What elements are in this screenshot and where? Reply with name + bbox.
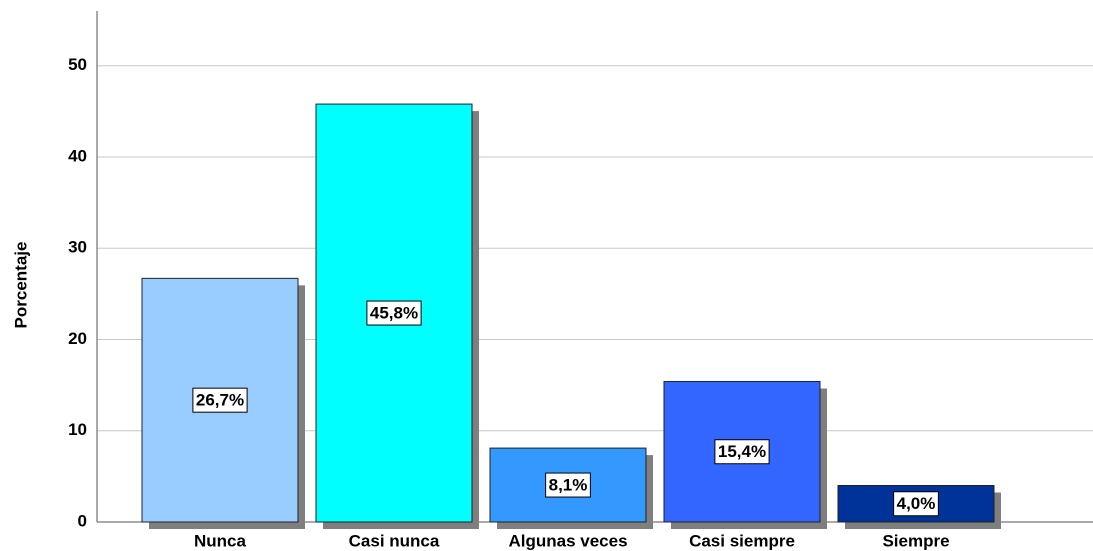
value-label: 15,4% <box>718 442 766 461</box>
x-tick-label: Casi nunca <box>349 531 440 550</box>
value-label-group: 15,4% <box>714 439 770 465</box>
y-axis-label: Porcentaje <box>11 242 30 329</box>
y-tick-label: 50 <box>68 55 87 74</box>
x-tick-label: Siempre <box>882 531 949 550</box>
value-label-box <box>545 472 591 498</box>
y-tick-label: 10 <box>68 420 87 439</box>
value-label-box <box>366 300 422 326</box>
x-tick-label: Nunca <box>194 531 247 550</box>
value-label-group: 26,7% <box>192 387 248 413</box>
y-tick-label: 40 <box>68 146 87 165</box>
x-tick-label: Casi siempre <box>689 531 795 550</box>
value-label: 4,0% <box>897 494 936 513</box>
value-label-box <box>714 439 770 465</box>
value-label: 8,1% <box>549 476 588 495</box>
value-label-group: 8,1% <box>545 472 591 498</box>
value-label-box <box>192 387 248 413</box>
value-label-box <box>893 491 939 517</box>
value-label: 26,7% <box>196 391 244 410</box>
value-label-group: 45,8% <box>366 300 422 326</box>
y-tick-label: 0 <box>78 511 87 530</box>
x-tick-label: Algunas veces <box>508 531 627 550</box>
y-tick-label: 20 <box>68 329 87 348</box>
y-tick-label: 30 <box>68 238 87 257</box>
value-label: 45,8% <box>370 304 418 323</box>
value-label-group: 4,0% <box>893 491 939 517</box>
